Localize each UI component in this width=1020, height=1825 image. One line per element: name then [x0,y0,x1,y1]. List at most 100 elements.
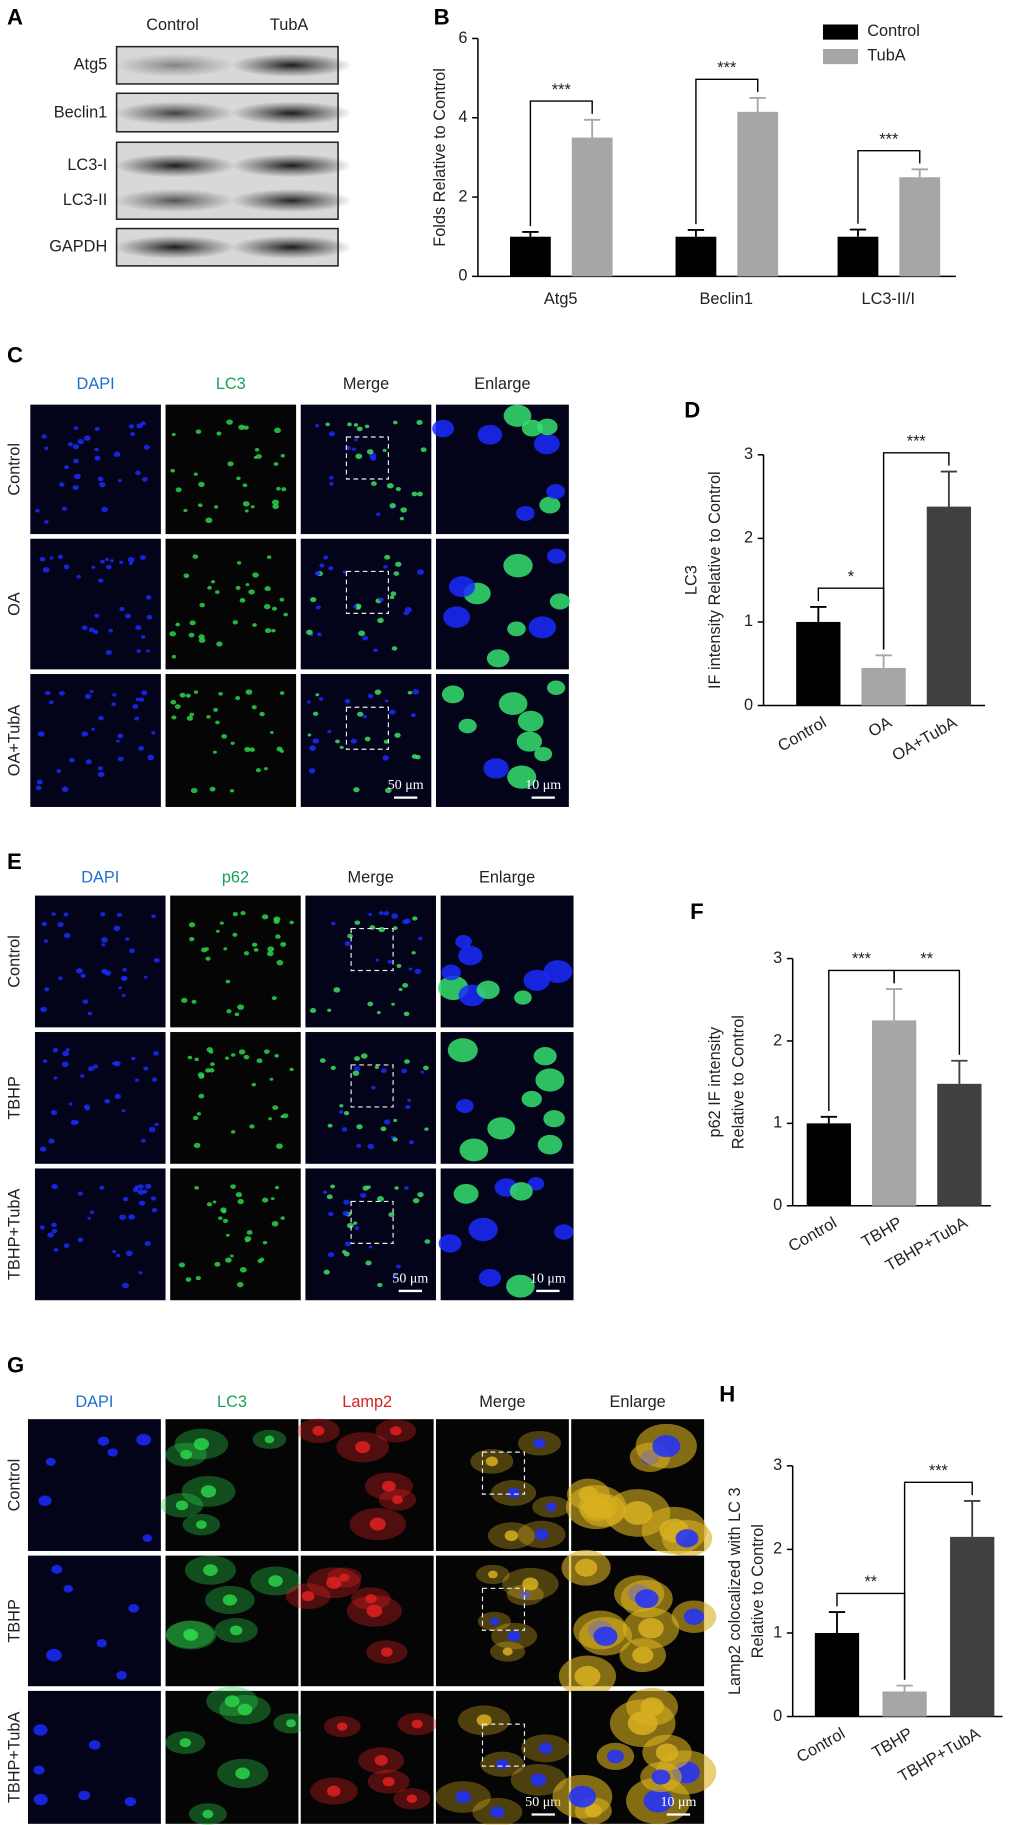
cell [148,1126,156,1133]
cell [218,1216,223,1220]
cell [318,697,324,701]
cell [275,1143,283,1149]
cell [365,1260,372,1266]
cell [130,432,135,437]
cell [185,693,191,698]
cell [268,1575,283,1587]
cell [521,419,543,437]
cell [112,1250,117,1254]
significance-bracket [893,969,961,1055]
cell [335,739,340,744]
cell [51,1228,58,1234]
cell [326,1194,333,1200]
y-tick-label: 3 [744,445,753,463]
legend-label: TubA [867,46,905,64]
cell [262,1197,269,1203]
cell [323,1269,330,1275]
cell [312,738,320,744]
cell [384,1119,391,1125]
cell [214,1261,221,1267]
cell [383,739,389,744]
cell [398,987,403,992]
cell [132,704,139,709]
cell [432,419,455,438]
cell [412,1198,420,1204]
cell [254,447,260,452]
cell [424,1127,429,1131]
cell [39,556,46,562]
cell [417,1191,424,1198]
cell [213,707,219,712]
blot-band [114,53,236,77]
cell [137,1189,145,1195]
cell [198,503,203,508]
cell [507,765,537,789]
cell [521,1090,542,1108]
row-label: OA [5,592,23,616]
cell [534,746,553,762]
cell [390,1426,402,1436]
cell [384,554,391,560]
cell [45,1457,56,1466]
cell [47,1232,54,1238]
y-tick-label: 0 [773,1196,782,1214]
panel-letter: C [7,343,23,368]
x-tick-label: TBHP [869,1724,916,1761]
cell [91,727,95,731]
cell [309,745,316,751]
cell [507,1630,521,1642]
cell [94,447,99,452]
cell [389,709,396,715]
cell [65,1048,70,1052]
cell [189,712,195,717]
cell [83,435,91,441]
cell [327,1008,332,1012]
micrograph [27,1690,161,1824]
roi-box [345,436,389,480]
cell [229,789,235,793]
cell [226,1009,232,1014]
cell [347,422,352,427]
cell [135,470,141,476]
roi-box [345,706,389,750]
cell [272,1105,279,1110]
cell [151,731,156,735]
cell [634,1589,659,1609]
cell [393,1118,398,1123]
cell [486,649,510,668]
cell [315,693,320,697]
cell [134,716,140,721]
cell [195,429,202,434]
cell [89,689,94,694]
cell [342,570,347,574]
cell [212,1200,217,1204]
cell [142,477,148,482]
cell [78,1790,91,1801]
cell [236,1282,244,1288]
y-tick-label: 2 [773,1031,782,1049]
cell [328,431,336,437]
cell [57,976,63,981]
significance-label: * [848,568,855,586]
cell [61,1061,69,1068]
cell [459,1138,489,1162]
error-bar [911,168,928,178]
cell [514,990,532,1005]
cell [87,1216,92,1220]
cell [179,692,186,698]
cell [652,1434,681,1458]
cell [113,451,121,457]
cell [203,1564,218,1576]
cell [319,563,325,568]
cell [402,983,409,988]
cell [215,929,220,933]
row-label: TBHP+TubA [5,1712,23,1804]
cell [506,1274,535,1298]
cell [98,578,104,583]
panel-letter: B [434,4,450,29]
cell [328,1211,334,1217]
cell [48,700,54,705]
bar [814,1632,860,1717]
panel-letter: H [719,1382,735,1407]
cell [392,1275,398,1279]
